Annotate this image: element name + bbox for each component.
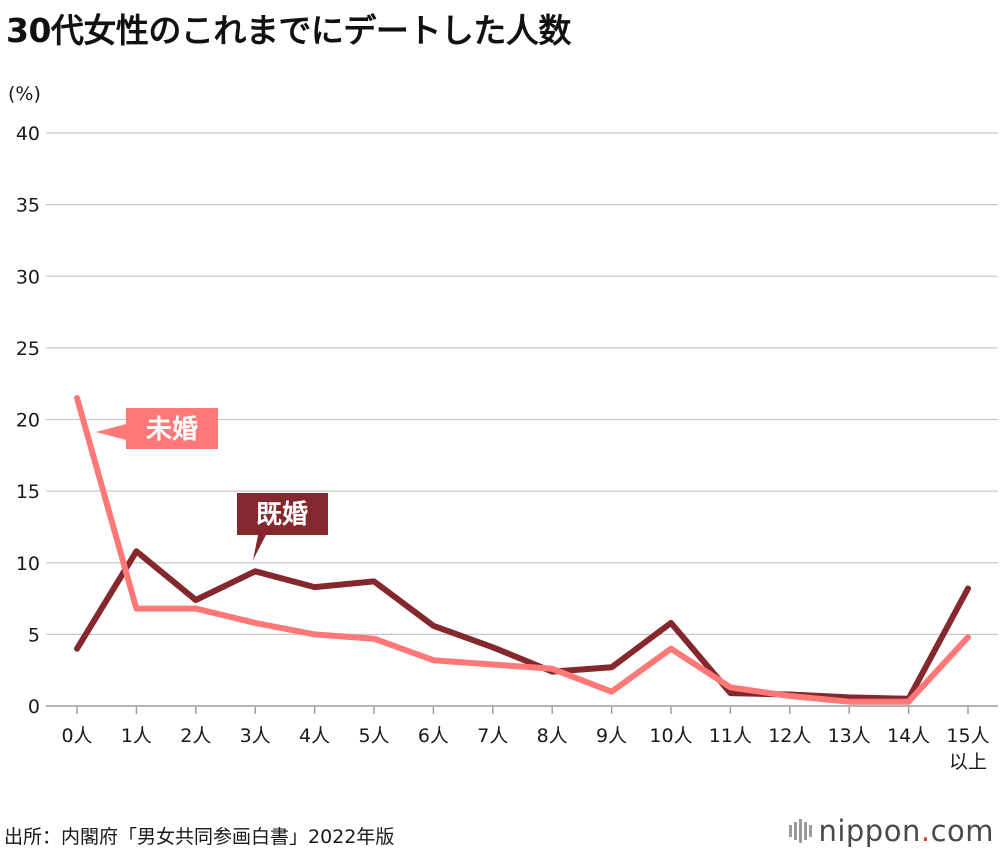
chart-title: 30代女性のこれまでにデートした人数 <box>6 11 571 50</box>
y-tick-label: 10 <box>16 553 40 575</box>
gridlines <box>46 132 998 707</box>
logo-wordmark: nippon.com <box>818 814 994 848</box>
x-tick-label: 2人 <box>180 725 211 747</box>
y-tick-label: 25 <box>16 338 40 360</box>
callout-unmarried: 未婚 <box>96 408 218 449</box>
x-tick-label: 0人 <box>61 725 92 747</box>
x-tick-label: 7人 <box>477 725 508 747</box>
x-tick-label: 9人 <box>596 725 627 747</box>
y-tick-label: 35 <box>16 195 40 217</box>
callout-label-married: 既婚 <box>256 500 308 530</box>
x-tick-label: 5人 <box>358 725 389 747</box>
line-chart: 0 5 10 15 20 25 30 35 40 (%) 0人 1人 2人 3人 4人 5人 6人 7人 8人 9… <box>8 83 998 773</box>
x-tick-label: 4人 <box>299 725 330 747</box>
y-tick-label: 30 <box>16 266 40 288</box>
y-tick-label: 40 <box>16 123 40 145</box>
x-tick-label: 6人 <box>418 725 449 747</box>
logo-name: nippon <box>818 814 921 848</box>
y-tick-label: 0 <box>28 696 40 718</box>
x-tick-label: 12人 <box>768 725 811 747</box>
nippon-com-logo: nippon.com <box>789 814 994 848</box>
y-axis-ticks: 0 5 10 15 20 25 30 35 40 <box>16 123 40 718</box>
x-tick-label: 13人 <box>828 725 871 747</box>
x-tick-label: 14人 <box>887 725 930 747</box>
source-note: 出所：内閣府「男女共同参画白書」2022年版 <box>4 826 395 848</box>
x-tick-label: 10人 <box>649 725 692 747</box>
x-tick-label: 8人 <box>537 725 568 747</box>
y-tick-label: 20 <box>16 410 40 432</box>
x-axis-ticks: 0人 1人 2人 3人 4人 5人 6人 7人 8人 9人 10人 11人 12人 13人 14人 15人以上 <box>61 707 990 773</box>
callout-married: 既婚 <box>237 493 328 560</box>
callout-box-married <box>237 493 328 560</box>
logo-suffix: com <box>930 814 994 848</box>
x-tick-label: 1人 <box>121 725 152 747</box>
callout-label-unmarried: 未婚 <box>146 415 198 445</box>
y-axis-unit-label: (%) <box>8 83 41 105</box>
logo-bars-icon <box>789 819 813 843</box>
x-tick-label: 15人以上 <box>946 725 989 773</box>
x-tick-label: 11人 <box>709 725 752 747</box>
logo-dot: . <box>920 814 931 848</box>
callout-box-unmarried <box>96 408 218 449</box>
series-lines <box>74 395 971 705</box>
x-tick-label: 3人 <box>240 725 271 747</box>
series-line-unmarried <box>74 395 971 705</box>
series-line-married <box>74 548 971 702</box>
y-tick-label: 5 <box>28 624 40 646</box>
y-tick-label: 15 <box>16 481 40 503</box>
